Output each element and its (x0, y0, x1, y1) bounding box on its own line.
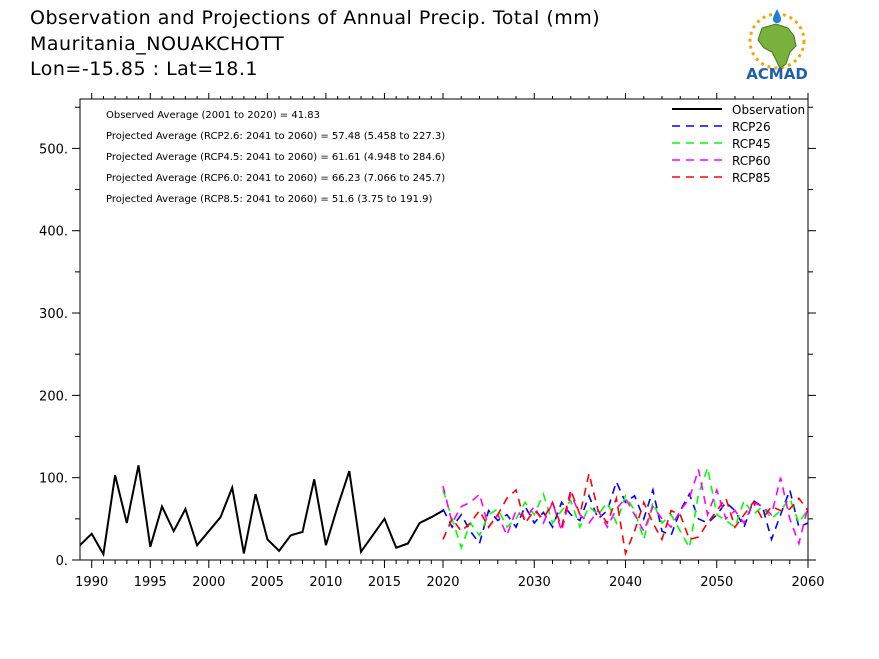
y-tick-label: 500. (39, 142, 68, 157)
x-tick-label: 1995 (134, 575, 167, 590)
y-tick-label: 100. (39, 472, 68, 487)
average-annotation: Observed Average (2001 to 2020) = 41.83 (106, 110, 320, 121)
x-tick-label: 2060 (791, 575, 824, 590)
plot-frame (79, 98, 809, 561)
x-tick-label: 2005 (251, 575, 284, 590)
average-annotation: Projected Average (RCP2.6: 2041 to 2060)… (106, 131, 445, 142)
series-line-rcp26 (442, 479, 809, 546)
x-tick-label: 2040 (609, 575, 642, 590)
chart-axes: 0. 100. 200. 300. 400. 500. 1990 1995 2000 2005 20… (39, 93, 825, 590)
chart-series (79, 464, 809, 558)
logo-text: ACMAD (746, 65, 808, 83)
y-tick-label: 200. (39, 389, 68, 404)
x-tick-label: 2050 (700, 575, 733, 590)
x-tick-label: 2020 (426, 575, 459, 590)
chart-title: Observation and Projections of Annual Pr… (30, 7, 601, 29)
x-tick-label: 2000 (192, 575, 225, 590)
africa-icon (757, 23, 797, 69)
legend-label: RCP85 (732, 171, 771, 185)
legend-label: Observation (732, 103, 805, 117)
legend-label: RCP45 (732, 137, 771, 151)
x-tick-label: 2030 (518, 575, 551, 590)
y-tick-label: 400. (39, 225, 68, 240)
chart-annotations: Observed Average (2001 to 2020) = 41.83 P… (106, 110, 445, 205)
average-annotation: Projected Average (RCP6.0: 2041 to 2060)… (106, 173, 445, 184)
x-tick-label: 2010 (309, 575, 342, 590)
legend-label: RCP26 (732, 120, 771, 134)
station-name: Mauritania_NOUAKCHOTT (30, 33, 285, 55)
y-tick-label: 300. (39, 307, 68, 322)
chart-legend: Observation RCP26 RCP45 RCP60 RCP85 (672, 103, 805, 185)
legend-label: RCP60 (732, 154, 771, 168)
average-annotation: Projected Average (RCP8.5: 2041 to 2060)… (106, 194, 433, 205)
series-line-observation (79, 465, 444, 558)
series-line-rcp45 (442, 464, 809, 551)
station-coordinates: Lon=-15.85 : Lat=18.1 (30, 58, 258, 80)
x-tick-label: 1990 (75, 575, 108, 590)
y-tick-label: 0. (56, 554, 68, 569)
water-drop-icon (773, 9, 781, 23)
acmad-logo: ACMAD (746, 9, 808, 83)
average-annotation: Projected Average (RCP4.5: 2041 to 2060)… (106, 152, 445, 163)
x-tick-label: 2015 (368, 575, 401, 590)
series-line-rcp85 (442, 473, 809, 557)
series-line-rcp60 (442, 469, 809, 547)
